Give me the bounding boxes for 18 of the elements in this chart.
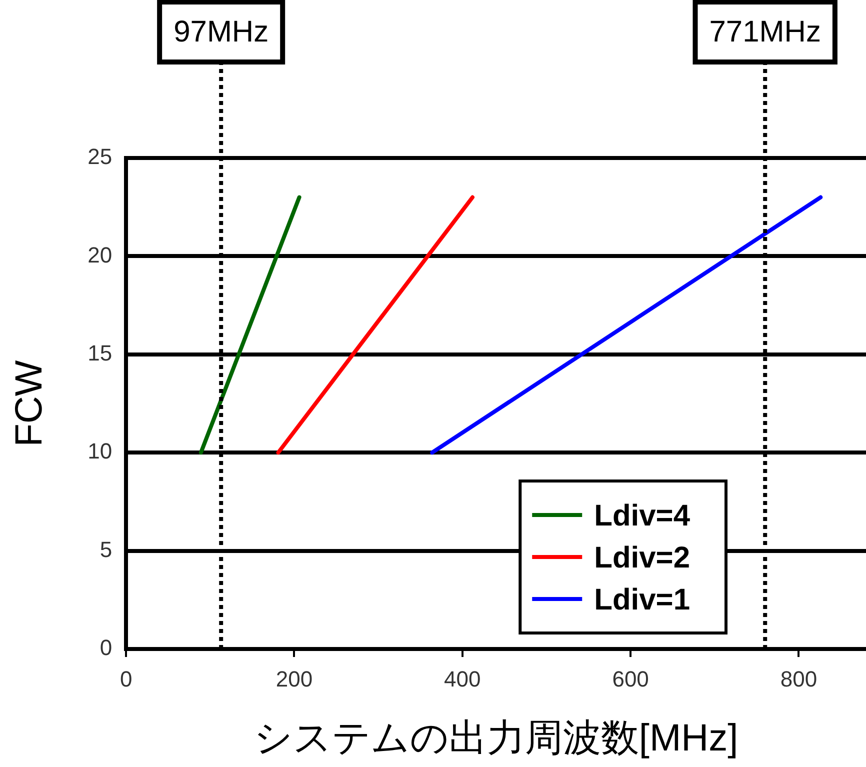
x-tick-label: 400 [444, 666, 481, 692]
y-tick-label: 25 [88, 144, 112, 170]
y-axis-title: FCW [8, 360, 50, 447]
legend-label: Ldiv=1 [594, 583, 690, 616]
y-tick-label: 5 [100, 536, 112, 562]
legend-label: Ldiv=2 [594, 541, 690, 574]
y-tick-label: 10 [88, 438, 112, 464]
x-tick-label: 600 [612, 666, 649, 692]
ref-line-label: 771MHz [709, 15, 821, 48]
ref-line-label: 97MHz [174, 15, 269, 48]
y-tick-label: 0 [100, 635, 112, 660]
y-tick-label: 20 [88, 242, 112, 268]
y-tick-label: 15 [88, 340, 112, 366]
x-axis-title: システムの出力周波数[MHz] [254, 718, 738, 760]
legend-label: Ldiv=4 [594, 499, 690, 532]
x-tick-label: 800 [780, 666, 818, 692]
x-tick-label: 0 [120, 666, 132, 692]
x-tick-label: 200 [276, 666, 313, 692]
